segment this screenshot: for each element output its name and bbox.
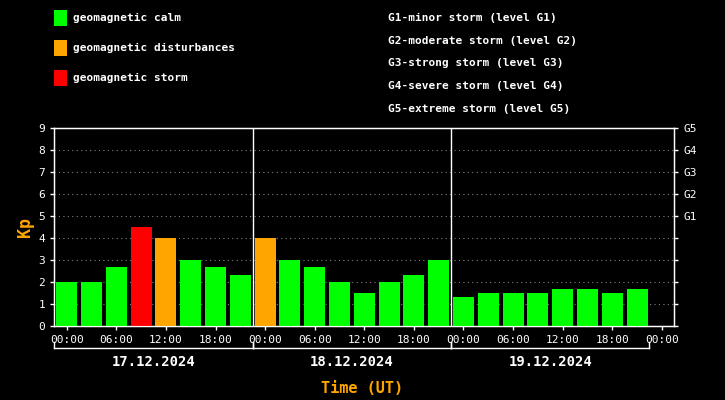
Text: geomagnetic disturbances: geomagnetic disturbances [73,43,235,53]
Text: G4-severe storm (level G4): G4-severe storm (level G4) [388,81,563,91]
Bar [428,260,450,326]
Bar [602,293,623,326]
Text: Time (UT): Time (UT) [321,381,404,396]
Bar [354,293,375,326]
Bar [403,275,424,326]
Bar [329,282,350,326]
Bar [502,293,523,326]
Bar [205,266,226,326]
Bar [626,289,647,326]
Text: 19.12.2024: 19.12.2024 [508,355,592,369]
Bar [552,289,573,326]
Text: G3-strong storm (level G3): G3-strong storm (level G3) [388,58,563,68]
Bar [378,282,399,326]
Text: 17.12.2024: 17.12.2024 [112,355,196,369]
Bar [155,238,176,326]
Bar [254,238,276,326]
Bar [106,266,127,326]
Text: G1-minor storm (level G1): G1-minor storm (level G1) [388,13,557,23]
Bar [57,282,78,326]
Bar [130,227,152,326]
Bar [81,282,102,326]
Text: G2-moderate storm (level G2): G2-moderate storm (level G2) [388,36,577,46]
Text: geomagnetic calm: geomagnetic calm [73,13,181,23]
Text: G5-extreme storm (level G5): G5-extreme storm (level G5) [388,104,570,114]
Bar [230,275,251,326]
Bar [478,293,499,326]
Bar [181,260,202,326]
Bar [304,266,326,326]
Bar [279,260,300,326]
Text: 18.12.2024: 18.12.2024 [310,355,394,369]
Bar [527,293,548,326]
Bar [453,298,474,326]
Y-axis label: Kp: Kp [17,217,34,237]
Text: geomagnetic storm: geomagnetic storm [73,73,188,83]
Bar [577,289,598,326]
